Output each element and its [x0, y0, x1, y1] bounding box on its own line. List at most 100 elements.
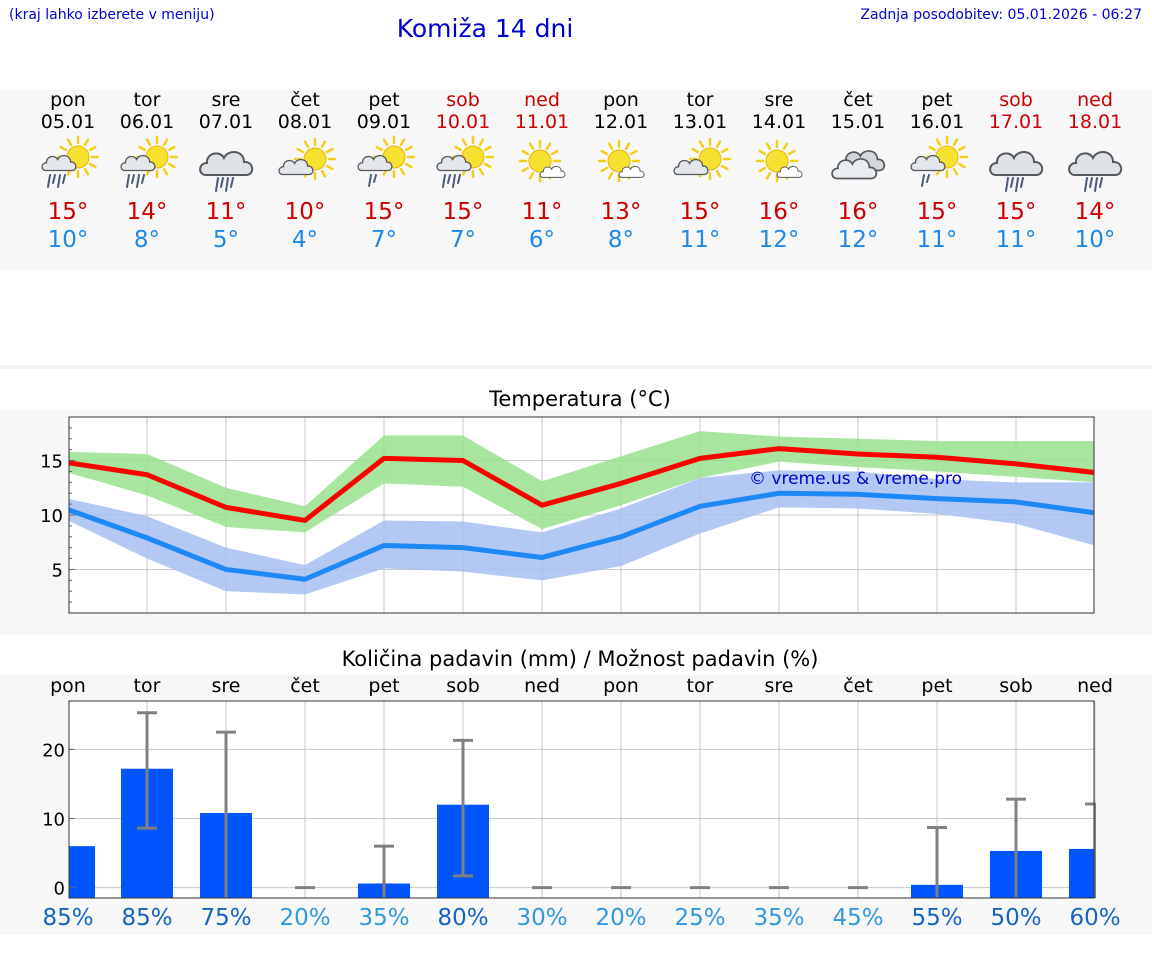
sun-cloud-light-rain-icon — [357, 135, 416, 187]
day-date: 10.01 — [435, 111, 491, 133]
precipitation-probability: 85% — [42, 905, 94, 931]
day-date: 07.01 — [198, 111, 254, 133]
day-name: ned — [524, 89, 560, 111]
precipitation-bar — [69, 846, 95, 898]
max-temperature: 15° — [995, 199, 1037, 225]
day-name: pet — [921, 89, 953, 111]
x-category-label: pet — [368, 675, 399, 697]
y-tick-label: 10 — [40, 506, 63, 527]
min-temperature-range — [69, 470, 1094, 595]
max-temperature-line — [69, 446, 1094, 523]
min-temperature: 7° — [370, 227, 398, 253]
precipitation-probability: 85% — [121, 905, 173, 931]
day-name: sre — [764, 89, 794, 111]
day-name: pon — [603, 89, 639, 111]
x-category-label: tor — [687, 675, 714, 697]
y-tick-label: 0 — [54, 879, 65, 900]
day-name: ned — [1077, 89, 1113, 111]
sun-cloud-icon — [278, 137, 337, 181]
day-name: tor — [133, 89, 161, 111]
min-temperature: 7° — [449, 227, 477, 253]
y-tick-label: 10 — [42, 810, 65, 831]
day-name: sre — [211, 89, 241, 111]
min-temperature: 11° — [679, 227, 721, 253]
day-name: tor — [686, 89, 714, 111]
min-temperature: 8° — [133, 227, 161, 253]
day-date: 12.01 — [593, 111, 649, 133]
precipitation-chart: pon tor sre čet pet sob ned pon tor sre čet pet sob n… — [42, 675, 1113, 900]
min-temperature: 6° — [528, 227, 556, 253]
precipitation-probability: 50% — [990, 905, 1042, 931]
x-category-label: sre — [212, 675, 241, 697]
precipitation-probability: 35% — [358, 905, 410, 931]
sun-cloud-icon — [673, 137, 732, 181]
max-temperature: 11° — [205, 199, 247, 225]
day-date: 11.01 — [514, 111, 570, 133]
day-date: 09.01 — [356, 111, 412, 133]
precipitation-probability: 45% — [832, 905, 884, 931]
day-name: pet — [368, 89, 400, 111]
day-date: 18.01 — [1067, 111, 1123, 133]
forecast-strip — [0, 90, 1152, 270]
min-temperature: 4° — [291, 227, 319, 253]
sun-small-cloud-icon — [597, 139, 645, 183]
x-category-label: pet — [921, 675, 952, 697]
x-category-label: pon — [603, 675, 639, 697]
max-temperature: 15° — [679, 199, 721, 225]
precipitation-chart-title: Količina padavin (mm) / Možnost padavin … — [341, 647, 819, 671]
day-date: 08.01 — [277, 111, 333, 133]
sun-small-cloud-icon — [518, 139, 566, 183]
cloud-rain-icon — [199, 151, 254, 192]
min-temperature: 12° — [758, 227, 800, 253]
min-temperature: 10° — [1074, 227, 1116, 253]
separator — [0, 365, 1152, 369]
day-date: 06.01 — [119, 111, 175, 133]
x-category-label: čet — [843, 675, 873, 697]
day-date: 15.01 — [830, 111, 886, 133]
x-category-label: ned — [524, 675, 560, 697]
sun-cloud-rain-icon — [120, 135, 179, 188]
max-temperature: 16° — [758, 199, 800, 225]
cloud-rain-icon — [1068, 151, 1123, 192]
precipitation-probability: 20% — [279, 905, 331, 931]
city-menu-hint: (kraj lahko izberete v meniju) — [9, 7, 215, 23]
cloudy-icon — [831, 150, 886, 180]
plot-frame — [68, 700, 1095, 899]
cloud-rain-icon — [989, 151, 1044, 192]
x-category-label: sre — [765, 675, 794, 697]
temperature-chart-title: Temperatura (°C) — [489, 387, 671, 411]
max-temperature: 15° — [442, 199, 484, 225]
y-tick-label: 5 — [52, 560, 63, 581]
min-temperature: 8° — [607, 227, 635, 253]
min-temperature: 12° — [837, 227, 879, 253]
day-name: sob — [446, 89, 480, 111]
max-temperature: 14° — [126, 199, 168, 225]
min-temperature: 10° — [47, 227, 89, 253]
min-temperature: 5° — [212, 227, 240, 253]
x-category-label: pon — [50, 675, 86, 697]
x-category-label: sob — [999, 675, 1033, 697]
sun-cloud-light-rain-icon — [910, 135, 969, 187]
precipitation-probability: 80% — [437, 905, 489, 931]
day-date: 16.01 — [909, 111, 965, 133]
precipitation-probability: 60% — [1069, 905, 1121, 931]
day-name: čet — [290, 89, 320, 111]
precipitation-probability: 75% — [200, 905, 252, 931]
precipitation-probability: 55% — [911, 905, 963, 931]
min-temperature: 11° — [916, 227, 958, 253]
min-temperature-line — [69, 490, 1094, 582]
max-temperature: 15° — [363, 199, 405, 225]
min-temperature: 11° — [995, 227, 1037, 253]
day-name: čet — [843, 89, 873, 111]
watermark: © vreme.us & vreme.pro — [749, 469, 962, 489]
x-category-label: ned — [1077, 675, 1113, 697]
page-title: Komiža 14 dni — [396, 14, 574, 43]
x-category-label: tor — [134, 675, 161, 697]
max-temperature: 14° — [1074, 199, 1116, 225]
sun-small-cloud-icon — [755, 139, 803, 183]
precipitation-probability: 25% — [674, 905, 726, 931]
max-temperature: 11° — [521, 199, 563, 225]
day-name: sob — [999, 89, 1033, 111]
sun-cloud-rain-icon — [41, 135, 100, 188]
plot-frame — [68, 416, 1095, 614]
